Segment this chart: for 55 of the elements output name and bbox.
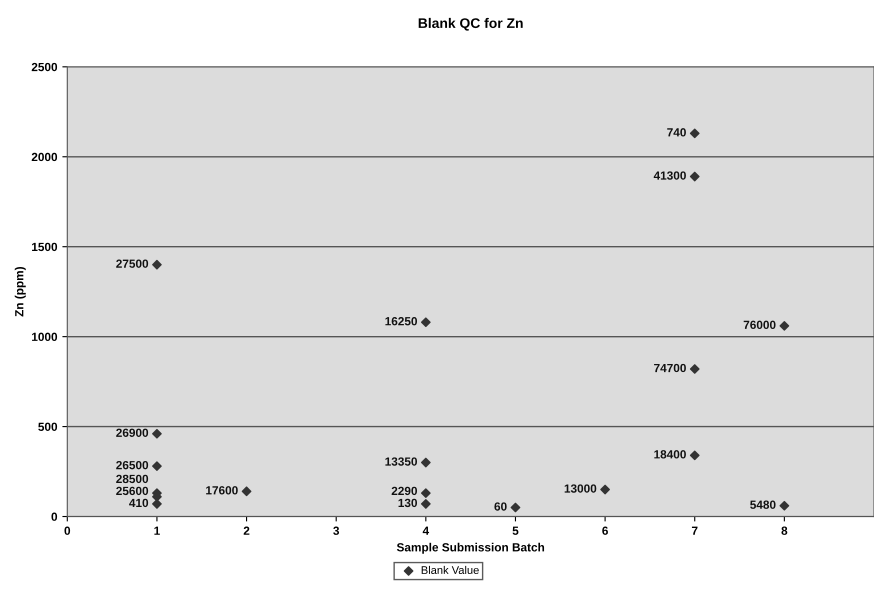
point — [780, 320, 790, 331]
annotation: 410 — [129, 498, 148, 508]
point — [242, 486, 252, 496]
y-tick-label: 2500 — [32, 62, 58, 72]
annotation: 26500 — [116, 460, 148, 470]
x-tick-label: 7 — [692, 526, 698, 535]
point — [152, 499, 162, 509]
annotation: 740 — [667, 128, 686, 137]
annotation: 74700 — [654, 364, 686, 372]
y-tick-label: 500 — [38, 422, 58, 431]
point — [780, 500, 790, 511]
annotation: 25600 — [116, 486, 148, 496]
x-tick-label: 8 — [781, 526, 788, 535]
point — [152, 461, 162, 472]
point — [690, 364, 700, 374]
annotation: 130 — [398, 498, 418, 508]
annotation: 76000 — [744, 320, 776, 330]
annotation: 5480 — [750, 500, 776, 509]
x-axis-title: Sample Submission Batch — [396, 542, 544, 554]
point — [690, 172, 700, 182]
point — [420, 458, 431, 468]
y-tick-label: 2000 — [32, 152, 58, 162]
annotation: 13000 — [564, 484, 596, 493]
point — [510, 502, 520, 512]
point — [420, 317, 431, 328]
annotation: 26900 — [116, 428, 148, 437]
point — [152, 260, 162, 270]
annotation: 18400 — [654, 450, 686, 459]
x-tick-label: 0 — [64, 526, 70, 535]
point — [420, 488, 431, 498]
x-tick-label: 5 — [512, 526, 518, 535]
chart-title: Blank QC for Zn — [418, 18, 523, 31]
point — [690, 128, 700, 138]
legend-label: Blank Value — [422, 566, 479, 574]
y-axis-title: Zn (ppm) — [14, 267, 26, 317]
x-tick-label: 1 — [154, 526, 160, 535]
annotation: 60 — [494, 502, 507, 511]
annotation: 27500 — [116, 259, 148, 268]
annotation: 13350 — [385, 457, 418, 466]
annotation: 41300 — [654, 171, 686, 180]
x-tick-label: 4 — [422, 526, 430, 535]
y-tick-label: 0 — [51, 512, 58, 521]
y-tick-label: 1500 — [32, 242, 58, 252]
annotation: 17600 — [206, 486, 238, 494]
x-tick-label: 2 — [244, 526, 250, 535]
annotation: 16250 — [385, 317, 418, 326]
annotation: 2290 — [392, 486, 418, 496]
annotation: 28500 — [116, 474, 148, 484]
x-tick-label: 3 — [333, 526, 340, 535]
point — [152, 428, 162, 439]
point — [690, 450, 700, 460]
x-tick-label: 6 — [602, 526, 608, 535]
point — [420, 499, 431, 509]
y-tick-label: 1000 — [32, 332, 58, 342]
point — [600, 484, 610, 494]
